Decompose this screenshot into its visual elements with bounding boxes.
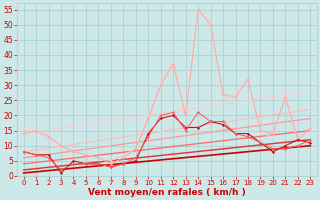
X-axis label: Vent moyen/en rafales ( km/h ): Vent moyen/en rafales ( km/h ) bbox=[88, 188, 246, 197]
